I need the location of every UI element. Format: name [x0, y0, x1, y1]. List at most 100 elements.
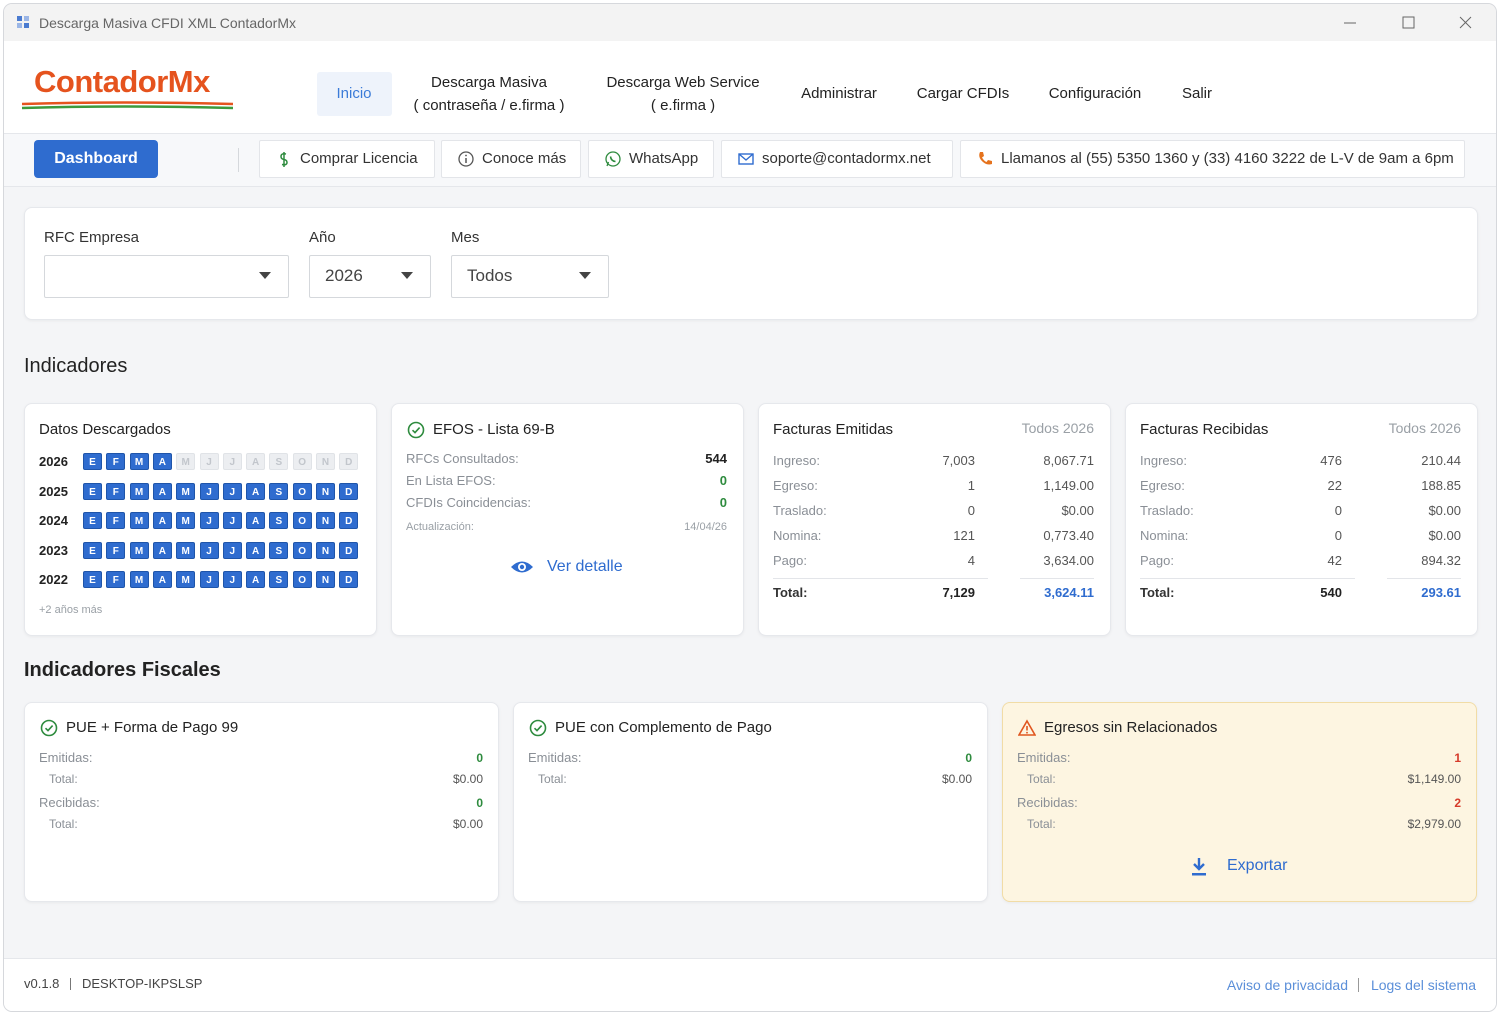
row-count: 1 — [967, 478, 975, 493]
row-label: Pago: — [773, 553, 807, 568]
month-badge: E — [83, 453, 102, 470]
dropdown-caret — [401, 272, 413, 279]
row-label: Total: — [49, 817, 78, 831]
nav-item[interactable]: Descarga Masiva — [431, 74, 547, 91]
toolbar-link-box[interactable] — [721, 140, 953, 178]
toolbar-link-box[interactable] — [441, 140, 581, 178]
link-ver-detalle[interactable]: Ver detalle — [547, 558, 623, 575]
footer-link[interactable]: Aviso de privacidad — [1226, 977, 1348, 993]
nav-item[interactable]: ( contraseña / e.firma ) — [413, 97, 565, 114]
month-badge: J — [199, 453, 219, 470]
month-badge: F — [106, 512, 126, 529]
invoices-card — [1125, 403, 1478, 636]
dashboard-label[interactable]: Dashboard — [54, 150, 138, 167]
month-badge: M — [129, 453, 149, 470]
month-badge: M — [129, 541, 149, 559]
month-badge: F — [106, 482, 126, 500]
row-count: 4 — [967, 553, 975, 568]
period-label: Todos 2026 — [1021, 420, 1094, 436]
filter-select[interactable] — [451, 255, 609, 298]
row-label: Emitidas: — [1017, 750, 1071, 765]
month-badge: J — [222, 571, 242, 588]
row-count: 0 — [1334, 503, 1342, 518]
logo-underline — [21, 101, 234, 110]
window-title: Descarga Masiva CFDI XML ContadorMx — [39, 15, 297, 31]
row-value: $0.00 — [452, 817, 483, 831]
nav-item[interactable]: ( e.firma ) — [650, 97, 716, 114]
row-label: Traslado: — [1140, 503, 1194, 518]
month-badge: J — [222, 453, 242, 470]
row-label: Egreso: — [773, 478, 818, 493]
row-value: $0.00 — [941, 772, 972, 786]
row-label: Total: — [1027, 772, 1056, 786]
month-badge: M — [176, 453, 196, 470]
toolbar-link-box[interactable] — [960, 140, 1465, 178]
toolbar-icon — [979, 152, 992, 165]
window-controls[interactable] — [1334, 12, 1484, 34]
export-button[interactable]: Exportar — [1227, 857, 1288, 874]
month-badge: N — [316, 512, 335, 529]
toolbar-link[interactable]: WhatsApp — [629, 150, 699, 167]
month-badge: A — [246, 541, 266, 559]
month-badge: F — [106, 571, 126, 588]
toolbar-link[interactable]: Llamanos al (55) 5350 1360 y (33) 4160 3… — [1001, 150, 1454, 167]
row-value: $0.00 — [452, 772, 483, 786]
toolbar-link[interactable]: soporte@contadormx.net — [762, 150, 931, 167]
row-count: 22 — [1327, 478, 1342, 493]
check-icon — [407, 421, 425, 439]
month-badge: M — [129, 571, 149, 588]
nav-item[interactable]: Administrar — [801, 85, 877, 102]
filter-label: RFC Empresa — [44, 229, 140, 246]
nav-item[interactable]: Salir — [1181, 85, 1213, 102]
efos-label: CFDIs Coincidencias: — [406, 495, 531, 510]
month-badge: N — [316, 453, 335, 470]
toolbar-link[interactable]: Comprar Licencia — [300, 150, 418, 167]
invoices-card — [758, 403, 1111, 636]
filter-value[interactable]: Todos — [467, 266, 513, 285]
row-label: Recibidas: — [39, 795, 100, 810]
filter-value[interactable]: 2026 — [325, 266, 363, 285]
month-badge: A — [152, 482, 172, 500]
nav-item[interactable]: Descarga Web Service — [606, 74, 760, 91]
year-label: 2024 — [39, 513, 68, 528]
row-label: Emitidas: — [39, 750, 93, 765]
month-badge: J — [199, 541, 219, 559]
row-value: 0 — [476, 796, 483, 810]
toolbar-separator — [238, 148, 239, 172]
title-bar — [4, 4, 1496, 41]
month-badge: O — [292, 512, 312, 529]
year-label: 2022 — [39, 572, 68, 587]
month-badge: A — [152, 453, 172, 470]
row-value: $1,149.00 — [1407, 772, 1461, 786]
month-badge: D — [339, 453, 359, 470]
month-badge: A — [152, 541, 172, 559]
toolbar-link-box[interactable] — [588, 140, 714, 178]
nav-item[interactable]: Cargar CFDIs — [916, 85, 1010, 102]
row-count: 7,003 — [942, 453, 975, 468]
footer-link[interactable]: Logs del sistema — [1370, 977, 1476, 993]
year-label: 2025 — [39, 483, 68, 499]
total-count: 540 — [1320, 585, 1342, 600]
row-value: 0 — [476, 751, 483, 765]
month-badge: J — [199, 482, 219, 500]
filter-select[interactable] — [309, 255, 431, 298]
toolbar-link-box[interactable] — [259, 140, 435, 178]
nav-item[interactable]: Inicio — [336, 85, 372, 102]
row-amount: $0.00 — [1061, 503, 1094, 518]
row-amount: $0.00 — [1428, 503, 1461, 518]
month-badge: D — [339, 541, 359, 559]
card-title: Datos Descargados — [39, 421, 171, 438]
toolbar-link[interactable]: Conoce más — [482, 150, 567, 167]
month-badge: A — [246, 453, 266, 470]
nav-item[interactable]: Configuración — [1048, 85, 1142, 102]
efos-label: En Lista EFOS: — [406, 473, 496, 488]
month-badge: S — [269, 482, 289, 500]
total-count: 7,129 — [942, 585, 975, 600]
dashboard-button[interactable] — [34, 140, 158, 178]
row-value: 2 — [1454, 796, 1461, 810]
filter-select[interactable] — [44, 255, 289, 298]
month-badge: S — [269, 541, 289, 559]
month-badge: S — [269, 453, 289, 470]
card-title: Egresos sin Relacionados — [1044, 719, 1218, 736]
footer-host: DESKTOP-IKPSLSP — [82, 976, 203, 991]
